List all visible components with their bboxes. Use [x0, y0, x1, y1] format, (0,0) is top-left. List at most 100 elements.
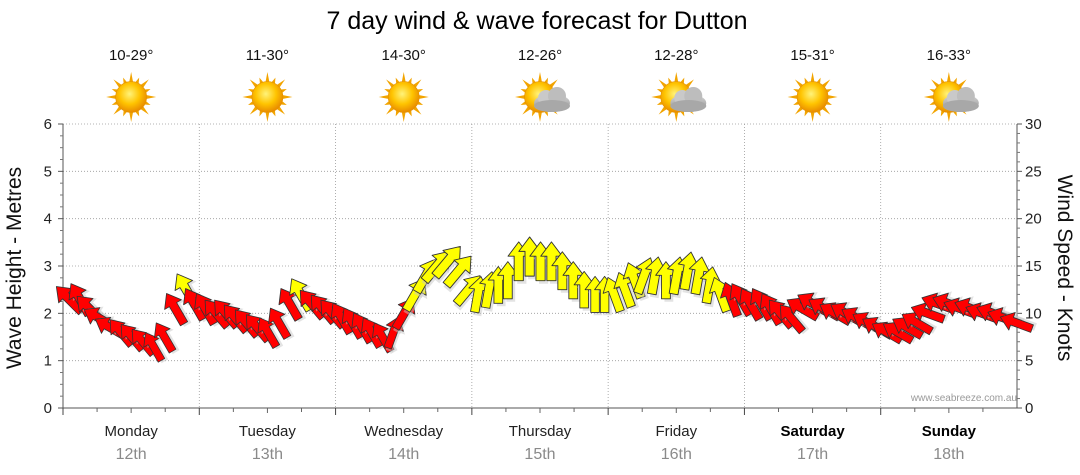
y-tick-label-right: 30	[1025, 116, 1042, 133]
sun-ray	[931, 106, 940, 115]
y-tick-label-left: 3	[44, 258, 52, 275]
sun-ray	[810, 111, 815, 122]
sun-icon	[106, 72, 157, 122]
sun-ray	[418, 95, 429, 99]
date-label-wednesday: 14th	[388, 446, 419, 463]
sun-ray	[412, 106, 422, 115]
sun-ray	[794, 79, 804, 88]
wind-arrow-shape	[257, 317, 281, 349]
wind-arrow-shape	[268, 307, 292, 340]
sun-ray	[146, 95, 157, 99]
grid-lines	[63, 123, 1017, 409]
sun-ray	[827, 95, 838, 99]
wind-arrow	[268, 307, 295, 341]
sun-ray	[401, 72, 406, 83]
wind-arrow-shape	[431, 245, 461, 280]
date-label-monday: 12th	[116, 446, 147, 463]
day-label-sunday: Sunday	[922, 423, 977, 440]
temp-range-saturday: 15-31°	[790, 47, 834, 64]
sun-ray	[265, 111, 270, 122]
wind-arrow-shape	[562, 261, 584, 300]
y-axis-right-label: Wind Speed - Knots	[1053, 175, 1076, 362]
sun-ray	[249, 79, 259, 88]
wind-arrow	[999, 310, 1037, 333]
sun-ray	[538, 72, 542, 83]
sun-ray	[787, 95, 798, 99]
y-tick-label-right: 25	[1025, 163, 1042, 180]
wind-arrow	[431, 245, 461, 284]
day-label-monday: Monday	[104, 423, 158, 440]
wind-arrow-shape	[164, 293, 189, 327]
sun-ray	[651, 95, 662, 99]
wind-arrows	[55, 236, 1037, 364]
wind-arrow-shape	[442, 255, 472, 289]
wind-arrow-shape	[645, 256, 667, 296]
sun-ray	[515, 95, 526, 99]
date-label-tuesday: 13th	[252, 446, 283, 463]
date-label-sunday: 18th	[933, 446, 964, 463]
sun-ray	[106, 95, 117, 99]
y-tick-label-right: 10	[1025, 305, 1042, 322]
wind-arrow	[901, 311, 937, 336]
sun-ray	[249, 106, 259, 115]
wind-arrow	[143, 332, 169, 364]
wind-arrow	[154, 322, 180, 355]
wind-arrow-shape	[699, 266, 721, 305]
sun-ray	[674, 111, 679, 122]
sun-ray	[957, 79, 967, 88]
wind-arrow	[688, 256, 713, 299]
wind-arrow-shape	[779, 304, 806, 335]
sun-ray	[821, 79, 831, 88]
date-label-friday: 16th	[661, 446, 692, 463]
wind-arrow-shape	[677, 251, 700, 291]
sun-ray	[129, 111, 134, 122]
temp-range-tuesday: 11-30°	[246, 47, 289, 64]
sun-ray	[658, 106, 668, 115]
temp-range-monday: 10-29°	[109, 47, 153, 64]
wind-arrow-shape	[551, 251, 574, 291]
day-label-tuesday: Tuesday	[239, 423, 296, 440]
cloud-shape	[534, 87, 570, 112]
sun-ray	[946, 72, 951, 83]
axes: 0 1 2 3 4 5 6 0 5 10 15 20 25 30 Monday 12th Tuesday 13th…	[44, 116, 1042, 463]
sun-ray	[386, 79, 395, 88]
wind-arrow-shape	[910, 302, 946, 324]
y-tick-label-left: 1	[44, 353, 52, 370]
sun-ray	[265, 72, 270, 83]
wind-arrow-shape	[901, 312, 934, 336]
sun-disc	[387, 81, 420, 113]
temp-range-sunday: 16-33°	[927, 47, 971, 64]
day-label-thursday: Thursday	[509, 423, 572, 440]
sun-ray	[931, 79, 940, 88]
y-tick-label-right: 5	[1025, 353, 1033, 370]
sun-disc	[796, 81, 829, 113]
wind-arrow-shape	[999, 312, 1034, 333]
sun-ray	[282, 95, 293, 99]
sun-ray	[113, 79, 123, 88]
weather-row: 10-29° 11-30° 14-30° 12-26° 12-28° 15-31° 16-3…	[106, 47, 979, 122]
sun-ray	[276, 106, 286, 115]
cloud-base	[670, 100, 707, 112]
wind-arrow	[739, 288, 767, 323]
date-label-thursday: 15th	[524, 446, 555, 463]
watermark: www.seabreeze.com.au	[910, 393, 1017, 404]
chart-title: 7 day wind & wave forecast for Dutton	[326, 7, 747, 35]
y-tick-label-left: 5	[44, 163, 52, 180]
sun-ray	[810, 72, 815, 83]
sun-ray	[113, 106, 123, 115]
wind-arrow-shape	[497, 261, 519, 300]
sun-ray	[658, 79, 668, 88]
sun-ray	[794, 106, 804, 115]
cloud-shape	[942, 87, 979, 112]
wind-arrow	[278, 288, 307, 323]
sun-ray	[386, 106, 395, 115]
sun-ray	[538, 111, 542, 122]
sun-disc	[115, 81, 147, 113]
sun-ray	[946, 111, 951, 122]
sun-ray	[821, 106, 831, 115]
sun-ray	[378, 95, 389, 99]
wind-arrow-shape	[143, 332, 166, 363]
day-label-friday: Friday	[655, 423, 697, 440]
day-label-saturday: Saturday	[780, 423, 845, 440]
